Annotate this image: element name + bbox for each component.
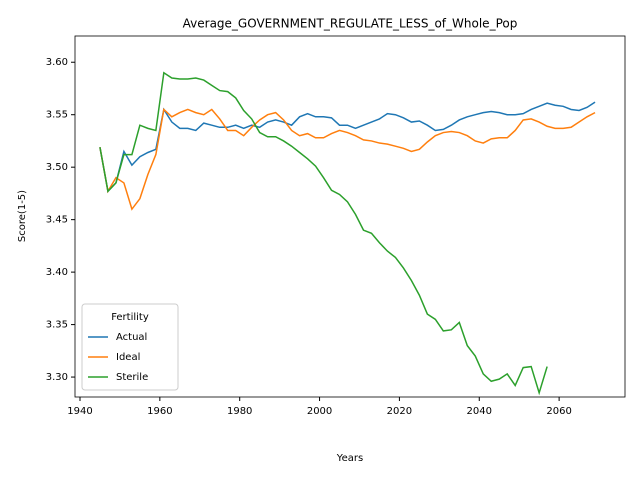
x-tick-label: 2020 xyxy=(387,406,412,417)
y-tick-label: 3.30 xyxy=(46,372,68,383)
y-tick-label: 3.35 xyxy=(46,320,68,331)
y-tick-label: 3.45 xyxy=(46,215,68,226)
plot-frame xyxy=(74,35,626,398)
x-tick-label: 1960 xyxy=(147,406,172,417)
line-series xyxy=(99,107,596,211)
y-tick-label: 3.50 xyxy=(46,162,68,173)
legend-title: Fertility xyxy=(111,312,149,323)
x-tick-label: 2000 xyxy=(307,406,332,417)
y-axis-label: Score(1-5) xyxy=(17,190,28,242)
y-tick-label: 3.55 xyxy=(46,110,68,121)
legend-label: Ideal xyxy=(116,352,140,363)
x-tick-label: 1980 xyxy=(227,406,252,417)
line-series xyxy=(99,101,596,193)
legend-label: Sterile xyxy=(116,372,148,383)
y-tick-label: 3.40 xyxy=(46,267,68,278)
legend-label: Actual xyxy=(116,332,147,343)
x-axis-label: Years xyxy=(336,453,363,464)
x-tick-label: 2040 xyxy=(467,406,492,417)
y-tick-label: 3.60 xyxy=(46,57,68,68)
x-tick-label: 1940 xyxy=(67,406,92,417)
x-tick-label: 2060 xyxy=(546,406,571,417)
line-series xyxy=(99,71,548,396)
chart-title: Average_GOVERNMENT_REGULATE_LESS_of_Whol… xyxy=(183,17,518,31)
legend-box xyxy=(81,303,179,391)
